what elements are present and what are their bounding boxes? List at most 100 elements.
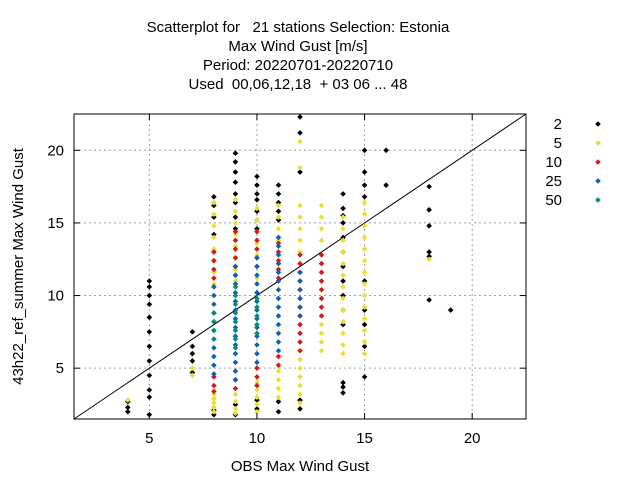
data-point-series-5 [361, 350, 368, 357]
data-point-series-2 [361, 193, 368, 200]
data-point-series-25 [297, 286, 303, 293]
data-point-series-2 [383, 182, 389, 188]
data-point-series-2 [340, 205, 346, 212]
data-point-series-25 [297, 313, 303, 319]
data-point-series-2 [275, 208, 282, 215]
data-point-series-2 [189, 343, 196, 350]
data-point-series-10 [297, 321, 303, 328]
data-point-series-2 [232, 214, 239, 220]
data-point-series-2 [340, 321, 346, 328]
data-point-series-2 [426, 297, 432, 303]
legend-marker [595, 197, 601, 203]
data-point-series-5 [232, 278, 239, 284]
data-point-series-25 [254, 333, 260, 340]
data-point-series-5 [189, 365, 196, 371]
data-point-series-2 [275, 217, 282, 223]
data-point-series-5 [275, 225, 282, 232]
legend-label: 10 [545, 154, 562, 171]
data-point-series-2 [275, 199, 282, 206]
data-point-series-5 [211, 391, 217, 398]
data-point-series-5 [340, 284, 346, 290]
data-point-series-25 [297, 269, 303, 276]
data-point-series-5 [254, 252, 260, 258]
data-point-series-2 [232, 179, 239, 186]
legend-marker [595, 140, 601, 146]
data-point-series-2 [297, 114, 303, 120]
data-point-series-5 [232, 398, 239, 405]
data-point-series-5 [318, 214, 325, 220]
data-point-series-5 [232, 410, 239, 416]
data-point-series-5 [275, 385, 282, 392]
data-point-series-5 [275, 202, 282, 209]
data-point-series-5 [211, 281, 217, 287]
data-point-series-2 [297, 169, 303, 175]
data-point-series-5 [340, 295, 346, 302]
data-point-series-5 [340, 225, 346, 232]
data-point-series-10 [318, 304, 325, 310]
data-point-series-25 [232, 368, 239, 374]
legend-label: 2 [554, 116, 562, 133]
data-point-series-5 [340, 350, 346, 357]
data-point-series-5 [318, 202, 325, 209]
data-point-series-10 [232, 385, 239, 392]
data-point-series-5 [232, 208, 239, 215]
data-point-series-5 [297, 374, 303, 380]
data-point-series-25 [211, 292, 217, 299]
data-point-series-2 [361, 147, 368, 154]
data-point-series-5 [232, 406, 239, 412]
data-point-series-50 [232, 310, 239, 316]
data-point-series-5 [297, 400, 303, 406]
data-point-series-5 [232, 391, 239, 398]
data-point-series-25 [254, 298, 260, 305]
data-point-series-25 [254, 272, 260, 279]
data-point-series-5 [340, 249, 346, 255]
data-point-series-2 [254, 182, 260, 188]
data-point-series-5 [318, 321, 325, 328]
chart-title: Scatterplot for 21 stations Selection: E… [147, 19, 450, 93]
data-point-series-5 [232, 220, 239, 226]
data-point-series-10 [211, 388, 217, 395]
data-point-series-5 [297, 356, 303, 363]
data-point-series-25 [232, 263, 239, 270]
legend-label: 5 [554, 135, 562, 152]
data-point-series-2 [146, 301, 153, 308]
data-point-series-25 [254, 289, 260, 296]
data-point-series-2 [254, 191, 260, 197]
data-point-series-25 [254, 263, 260, 270]
data-point-series-5 [361, 269, 368, 276]
data-point-series-25 [254, 359, 260, 366]
data-point-series-50 [254, 321, 260, 328]
title-line: Scatterplot for 21 stations Selection: E… [147, 19, 450, 36]
data-point-series-5 [361, 304, 368, 310]
data-point-series-5 [254, 387, 260, 393]
y-tick-label: 20 [47, 142, 64, 159]
data-point-series-25 [275, 321, 282, 328]
data-point-series-50 [254, 313, 260, 319]
data-point-series-2 [146, 284, 153, 290]
data-point-series-2 [254, 397, 260, 403]
data-point-series-2 [211, 411, 217, 418]
data-point-series-5 [254, 205, 260, 212]
data-point-series-2 [361, 182, 368, 188]
data-point-series-2 [254, 406, 260, 412]
data-point-series-50 [232, 336, 239, 342]
data-point-series-10 [275, 275, 282, 281]
data-point-series-10 [254, 374, 260, 380]
data-point-series-2 [275, 398, 282, 405]
data-point-series-2 [361, 169, 368, 175]
data-point-series-5 [297, 391, 303, 398]
data-point-series-5 [318, 330, 325, 337]
data-point-series-5 [254, 394, 260, 401]
data-point-series-2 [232, 191, 239, 197]
data-point-series-10 [275, 249, 282, 255]
data-point-series-5 [125, 397, 131, 403]
data-point-series-5 [275, 376, 282, 383]
data-point-series-5 [361, 199, 368, 206]
data-point-series-25 [232, 359, 239, 366]
title-line: Max Wind Gust [m/s] [228, 38, 367, 55]
data-point-series-2 [340, 292, 346, 299]
data-point-series-2 [361, 343, 368, 350]
data-point-series-5 [232, 231, 239, 238]
data-point-series-5 [361, 281, 368, 287]
